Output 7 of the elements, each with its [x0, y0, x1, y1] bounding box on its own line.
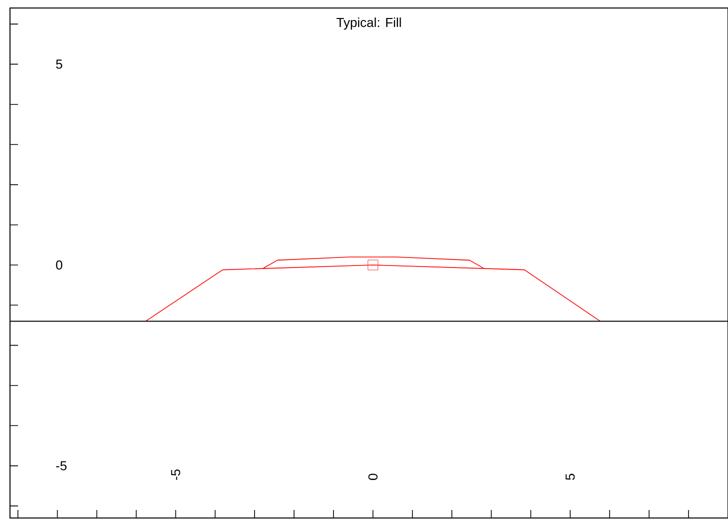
text: Typical: Fill: [336, 18, 401, 30]
y-tick-label: 0: [56, 260, 62, 270]
y-tick-label: 5: [56, 60, 62, 69]
x-tick-label: 5: [566, 474, 575, 480]
y-tick-label: -5: [56, 461, 67, 470]
x-tick-label: 0: [368, 474, 378, 480]
x-tick-label: -5: [171, 469, 180, 480]
